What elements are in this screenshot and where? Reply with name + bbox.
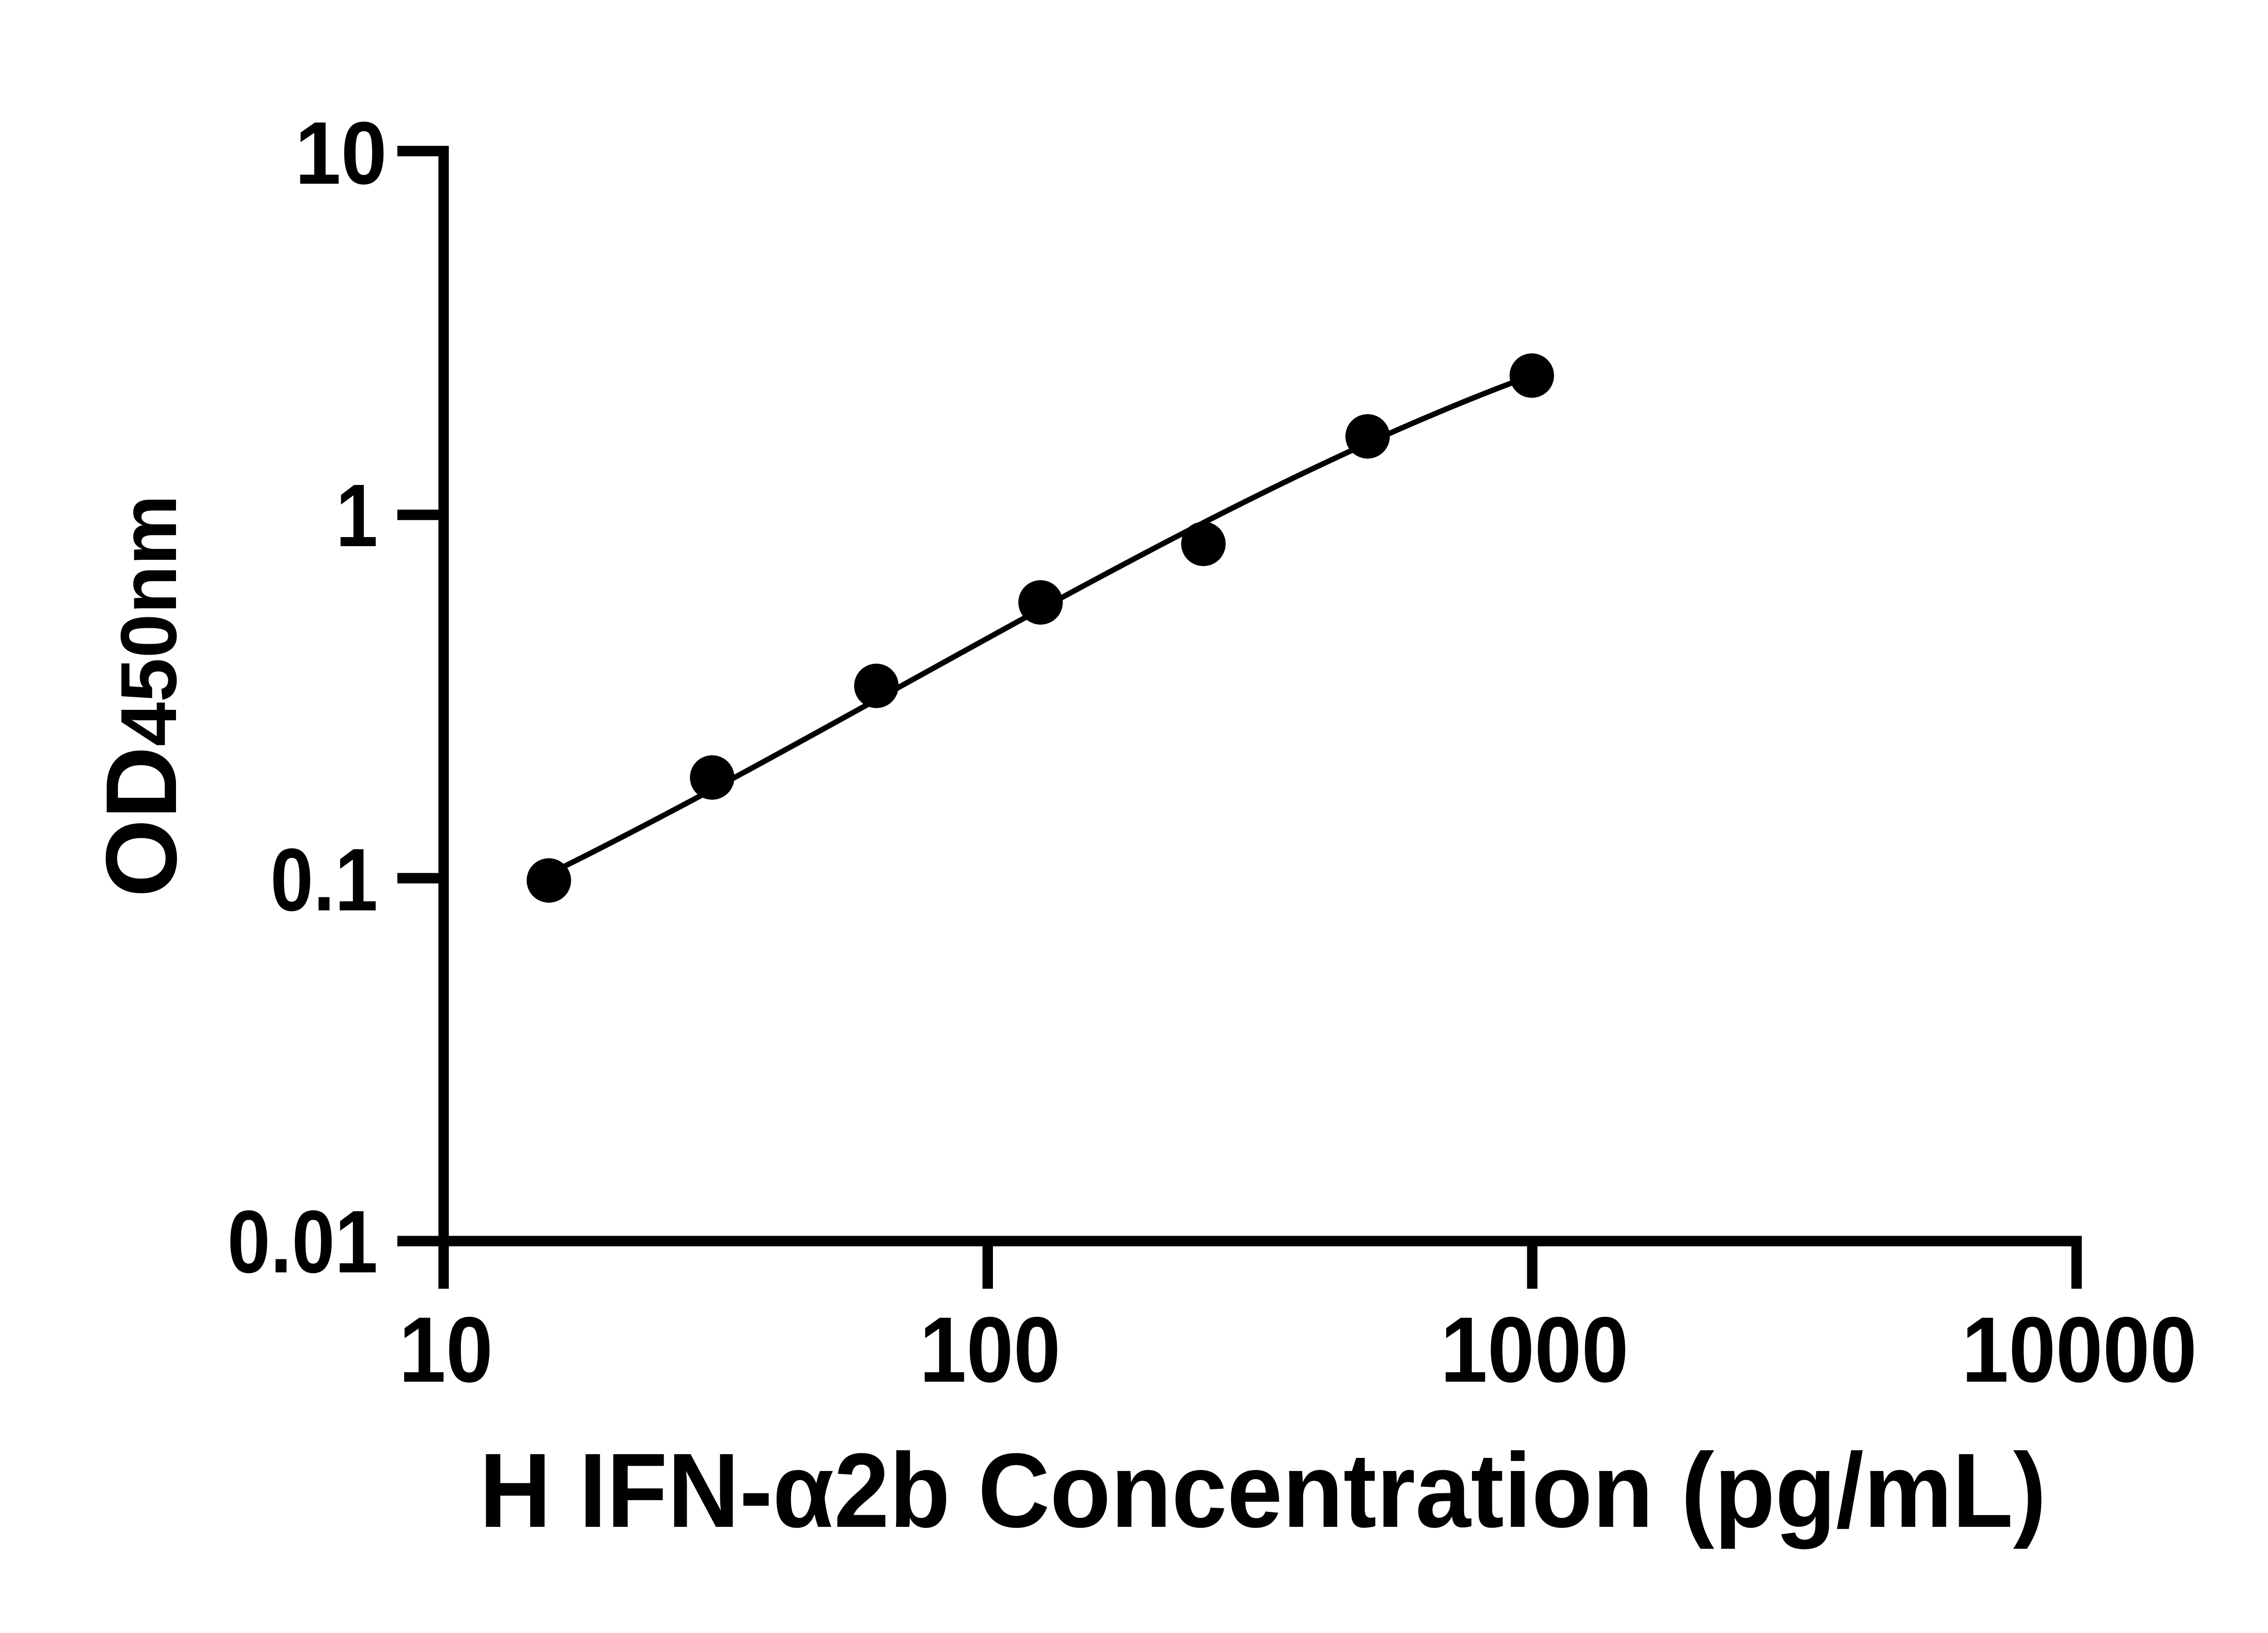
svg-text:100: 100: [919, 1298, 1061, 1402]
svg-text:H IFN-α2b Concentration (pg/mL: H IFN-α2b Concentration (pg/mL): [479, 1431, 2047, 1549]
svg-text:1000: 1000: [1441, 1298, 1629, 1402]
svg-text:10: 10: [295, 104, 387, 203]
svg-text:10000: 10000: [1962, 1298, 2197, 1402]
svg-text:OD450nm: OD450nm: [85, 495, 198, 897]
svg-text:10: 10: [399, 1298, 493, 1402]
svg-text:0.1: 0.1: [270, 830, 378, 929]
svg-text:1: 1: [336, 465, 378, 565]
svg-text:0.01: 0.01: [227, 1192, 378, 1291]
